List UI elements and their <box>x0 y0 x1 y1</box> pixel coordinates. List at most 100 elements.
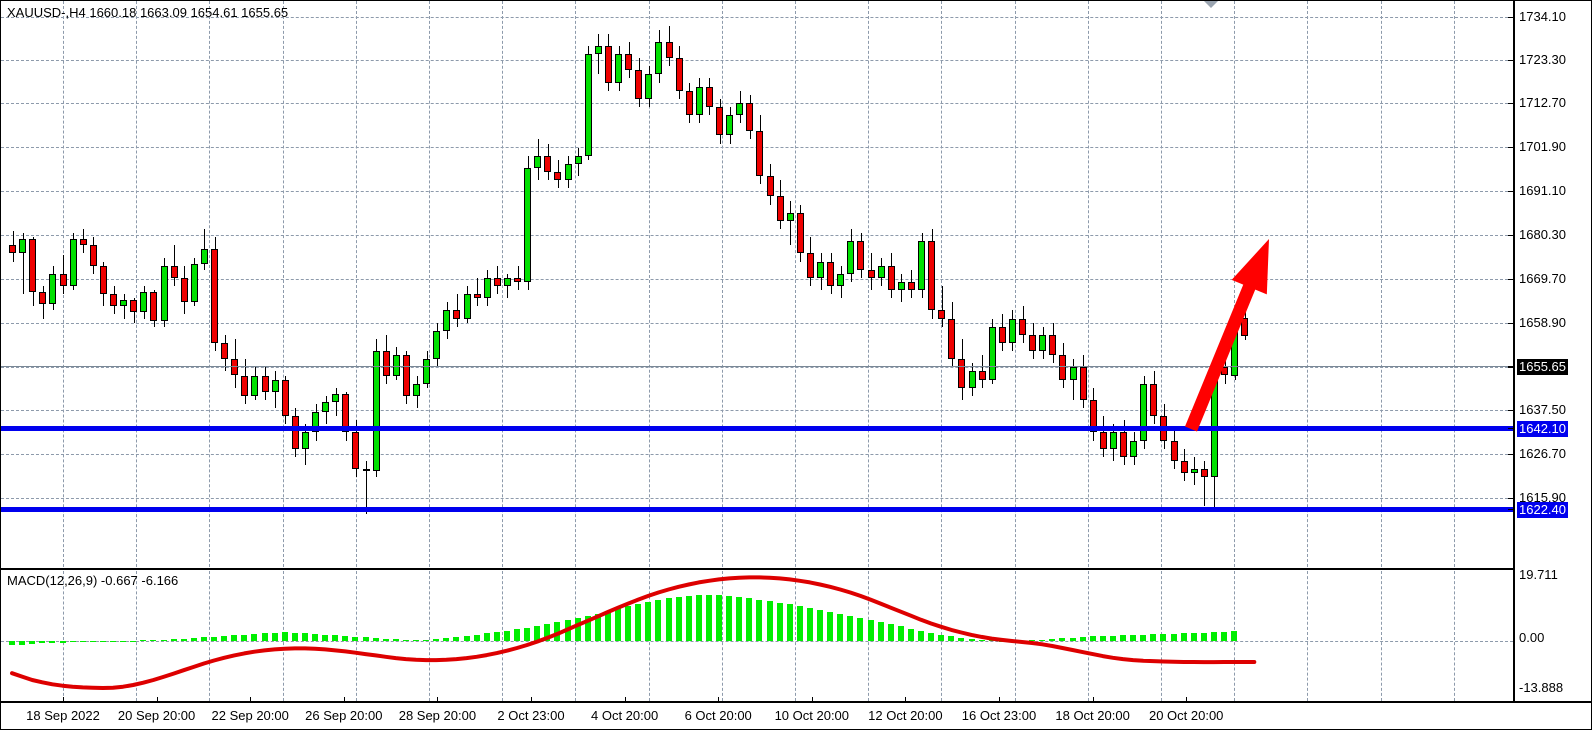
candle-body <box>90 245 97 266</box>
macd-gridline <box>1454 571 1455 701</box>
time-tick <box>905 697 907 703</box>
time-gridline <box>575 1 576 567</box>
candle-body <box>272 379 279 392</box>
support-resistance-line[interactable] <box>1 426 1513 431</box>
time-axis-label: 2 Oct 23:00 <box>497 708 565 723</box>
bullish-arrow-annotation[interactable] <box>1 1 1513 567</box>
candle-body <box>1241 317 1248 337</box>
time-tick <box>343 697 345 703</box>
candle-body <box>918 241 925 291</box>
candle-body <box>120 300 127 307</box>
arrow-shaft <box>1184 279 1258 432</box>
macd-bar <box>312 633 318 642</box>
candle-body <box>39 292 46 305</box>
candle-body <box>1019 318 1026 335</box>
candle-body <box>847 241 854 274</box>
candle-body <box>1110 432 1117 449</box>
macd-bar <box>534 626 540 642</box>
price-tick <box>1508 428 1515 429</box>
macd-bar <box>635 603 641 642</box>
time-tick <box>1092 697 1094 703</box>
candle-body <box>100 265 107 295</box>
time-tick <box>624 697 626 703</box>
macd-bar <box>393 639 399 642</box>
candle-body <box>979 371 986 380</box>
price-tick <box>1508 367 1515 368</box>
candle-body <box>898 281 905 291</box>
macd-bar <box>494 631 500 642</box>
macd-bar <box>888 624 894 642</box>
candle-body <box>969 371 976 388</box>
time-tick <box>156 697 158 703</box>
price-gridline <box>1 323 1513 324</box>
level-price-label: 1622.40 <box>1517 502 1568 518</box>
candle-body <box>1090 399 1097 433</box>
time-gridline <box>1161 1 1162 567</box>
macd-bar <box>807 608 813 642</box>
macd-bar <box>403 639 409 642</box>
price-tick <box>1508 366 1515 367</box>
price-axis-label: 1712.70 <box>1519 95 1566 110</box>
time-gridline <box>722 1 723 567</box>
time-scale-axis[interactable]: 18 Sep 2022 20 Sep 20:00 22 Sep 20:00 26 Se… <box>1 697 1591 729</box>
macd-axis-label: -13.888 <box>1519 680 1564 695</box>
macd-bar <box>827 612 833 642</box>
macd-bar <box>383 638 389 642</box>
support-resistance-line[interactable] <box>1 507 1513 512</box>
candle-body <box>857 241 864 270</box>
macd-bar <box>49 641 55 643</box>
candle-body <box>1029 334 1036 352</box>
candle-body <box>645 74 652 99</box>
price-tick <box>1508 410 1515 411</box>
macd-bar <box>1039 639 1045 642</box>
time-gridline <box>1234 1 1235 567</box>
candle-body <box>777 196 784 221</box>
candle-body <box>676 58 683 91</box>
macd-bar <box>979 639 985 642</box>
macd-bar <box>1201 632 1207 642</box>
candle-body <box>1130 440 1137 457</box>
macd-bar <box>342 635 348 642</box>
macd-gridline <box>136 571 137 701</box>
candle-body <box>1059 355 1066 380</box>
time-gridline <box>868 1 869 567</box>
price-tick <box>1508 323 1515 324</box>
time-axis-label: 20 Sep 20:00 <box>117 708 196 723</box>
macd-bar <box>928 632 934 642</box>
candle-body <box>756 131 763 177</box>
macd-bar <box>272 632 278 642</box>
candle-body <box>221 342 228 360</box>
macd-bar <box>352 636 358 642</box>
macd-bar <box>171 639 177 642</box>
candle-body <box>948 318 955 360</box>
price-gridline <box>1 410 1513 411</box>
candle-wick <box>982 355 983 388</box>
candle-body <box>767 176 774 197</box>
time-axis-label: 20 Oct 20:00 <box>1148 708 1224 723</box>
candle-body <box>80 239 87 246</box>
candle-body <box>201 249 208 264</box>
macd-bar <box>191 637 197 642</box>
macd-bar <box>938 634 944 642</box>
candle-body <box>423 359 430 384</box>
time-axis-label: 18 Sep 2022 <box>26 708 100 723</box>
macd-bar <box>726 595 732 642</box>
candle-body <box>554 172 561 181</box>
macd-bar <box>767 600 773 642</box>
macd-bar <box>363 637 369 642</box>
candle-body <box>514 277 521 282</box>
candle-body <box>655 41 662 75</box>
price-scale-axis[interactable]: 1734.10 1723.30 1712.70 1701.90 1691.10 1680.… <box>1508 1 1591 701</box>
macd-gridline <box>429 571 430 701</box>
macd-bar <box>39 641 45 644</box>
price-chart-panel[interactable] <box>1 1 1513 567</box>
macd-bar <box>120 640 126 642</box>
candle-body <box>817 261 824 278</box>
candle-body <box>130 300 137 313</box>
price-gridline <box>1 191 1513 192</box>
candle-body <box>363 469 370 472</box>
candle-body <box>1070 367 1077 380</box>
macd-bar <box>989 640 995 642</box>
macd-indicator-panel[interactable] <box>1 571 1513 701</box>
price-axis-label: 1734.10 <box>1519 9 1566 24</box>
